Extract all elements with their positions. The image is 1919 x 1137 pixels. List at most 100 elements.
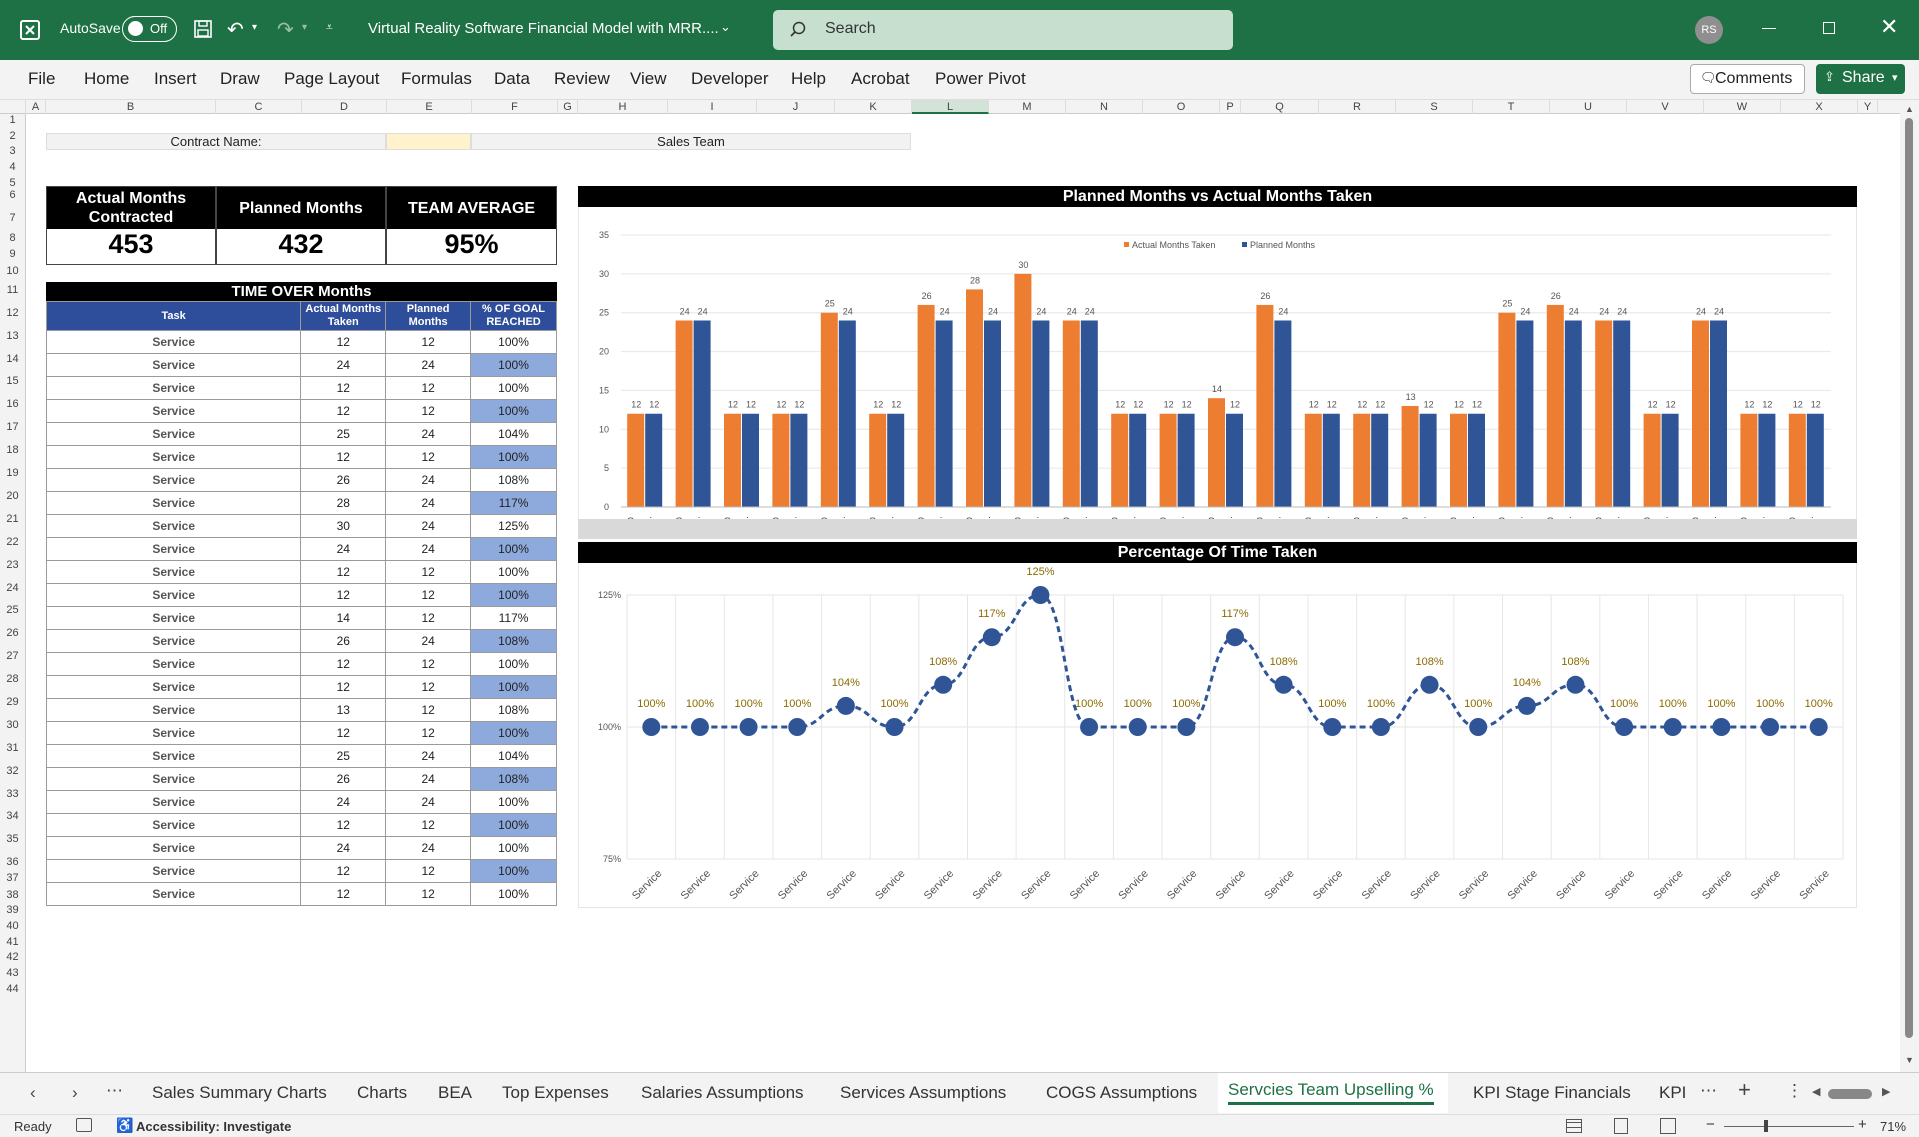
menu-insert[interactable]: Insert	[154, 69, 197, 88]
planned-cell[interactable]: 12	[385, 606, 472, 630]
task-cell[interactable]: Service	[45, 790, 302, 814]
tab-charts[interactable]: Charts	[357, 1083, 408, 1102]
goal-cell[interactable]: 100%	[470, 445, 557, 469]
actual-cell[interactable]: 12	[300, 445, 387, 469]
planned-cell[interactable]: 12	[385, 445, 472, 469]
planned-cell[interactable]: 12	[385, 721, 472, 745]
col-header[interactable]: P	[1220, 100, 1241, 114]
col-header[interactable]: Q	[1241, 100, 1319, 114]
actual-cell[interactable]: 12	[300, 721, 387, 745]
goal-cell[interactable]: 108%	[470, 767, 557, 791]
menu-formulas[interactable]: Formulas	[401, 69, 472, 88]
row-header[interactable]: 10	[6, 264, 19, 277]
accessibility-status[interactable]: Accessibility: Investigate	[136, 1119, 292, 1134]
hscroll-left-icon[interactable]: ◀	[1812, 1086, 1821, 1098]
macro-record-icon[interactable]	[76, 1118, 92, 1132]
row-header[interactable]: 26	[6, 627, 19, 640]
goal-cell[interactable]: 100%	[470, 330, 557, 354]
col-header[interactable]: A	[26, 100, 46, 114]
customize-toolbar-icon[interactable]: ⩡	[326, 20, 333, 34]
actual-cell[interactable]: 24	[300, 353, 387, 377]
actual-cell[interactable]: 12	[300, 376, 387, 400]
row-header[interactable]: 7	[9, 211, 16, 224]
row-header[interactable]: 43	[6, 967, 19, 980]
col-header[interactable]: H	[578, 100, 668, 114]
goal-cell[interactable]: 104%	[470, 744, 557, 768]
row-header[interactable]: 6	[9, 188, 16, 201]
page-break-view-icon[interactable]	[1660, 1118, 1676, 1134]
col-header[interactable]: N	[1066, 100, 1143, 114]
planned-cell[interactable]: 24	[385, 422, 472, 446]
tab-scroll-right-icon[interactable]: ›	[72, 1083, 78, 1102]
row-header[interactable]: 32	[6, 764, 19, 777]
zoom-in-icon[interactable]: +	[1858, 1116, 1867, 1133]
actual-cell[interactable]: 12	[300, 882, 387, 906]
row-header[interactable]: 19	[6, 467, 19, 480]
row-header[interactable]: 28	[6, 673, 19, 686]
goal-cell[interactable]: 100%	[470, 376, 557, 400]
planned-cell[interactable]: 24	[385, 537, 472, 561]
task-cell[interactable]: Service	[45, 836, 302, 860]
menu-view[interactable]: View	[630, 69, 667, 88]
task-cell[interactable]: Service	[45, 445, 302, 469]
tab-options-icon[interactable]: ⋮	[1786, 1081, 1803, 1100]
row-header[interactable]: 20	[6, 489, 19, 502]
scroll-down-icon[interactable]: ▼	[1905, 1055, 1914, 1065]
col-header[interactable]: F	[472, 100, 558, 114]
actual-cell[interactable]: 26	[300, 767, 387, 791]
task-cell[interactable]: Service	[45, 491, 302, 515]
planned-cell[interactable]: 12	[385, 399, 472, 423]
task-cell[interactable]: Service	[45, 583, 302, 607]
row-header[interactable]: 17	[6, 421, 19, 434]
tab-top-expenses[interactable]: Top Expenses	[502, 1083, 609, 1102]
contract-name-label-cell[interactable]: Contract Name:	[46, 133, 386, 150]
row-header[interactable]: 22	[6, 535, 19, 548]
planned-cell[interactable]: 12	[385, 859, 472, 883]
task-cell[interactable]: Service	[45, 606, 302, 630]
tab-bea[interactable]: BEA	[438, 1083, 473, 1102]
goal-cell[interactable]: 108%	[470, 698, 557, 722]
row-header[interactable]: 36	[6, 856, 19, 869]
goal-cell[interactable]: 100%	[470, 652, 557, 676]
tab-sales-summary-charts[interactable]: Sales Summary Charts	[152, 1083, 327, 1102]
actual-cell[interactable]: 12	[300, 813, 387, 837]
goal-cell[interactable]: 100%	[470, 721, 557, 745]
actual-cell[interactable]: 12	[300, 330, 387, 354]
menu-power-pivot[interactable]: Power Pivot	[935, 69, 1026, 88]
line-chart-area[interactable]: 75% 100% 125% 100% Service 100% Service 100% Ser…	[578, 563, 1857, 908]
col-header[interactable]: J	[757, 100, 835, 114]
task-cell[interactable]: Service	[45, 537, 302, 561]
goal-cell[interactable]: 108%	[470, 629, 557, 653]
scroll-thumb[interactable]	[1905, 118, 1913, 1038]
task-cell[interactable]: Service	[45, 721, 302, 745]
menu-page-layout[interactable]: Page Layout	[284, 69, 380, 88]
row-header[interactable]: 21	[6, 512, 19, 525]
task-cell[interactable]: Service	[45, 675, 302, 699]
row-header[interactable]: 1	[9, 114, 16, 126]
row-header[interactable]: 13	[6, 329, 19, 342]
task-cell[interactable]: Service	[45, 629, 302, 653]
zoom-slider-thumb[interactable]	[1764, 1120, 1768, 1132]
task-cell[interactable]: Service	[45, 468, 302, 492]
actual-cell[interactable]: 25	[300, 744, 387, 768]
task-cell[interactable]: Service	[45, 376, 302, 400]
goal-cell[interactable]: 100%	[470, 583, 557, 607]
actual-cell[interactable]: 24	[300, 836, 387, 860]
tab-services-assumptions[interactable]: Services Assumptions	[840, 1083, 1007, 1102]
col-header[interactable]: L	[912, 100, 989, 114]
col-header[interactable]: G	[558, 100, 578, 114]
actual-cell[interactable]: 24	[300, 537, 387, 561]
col-header[interactable]: Y	[1858, 100, 1878, 114]
goal-cell[interactable]: 100%	[470, 353, 557, 377]
task-cell[interactable]: Service	[45, 330, 302, 354]
redo-icon[interactable]: ↷	[277, 19, 294, 41]
undo-dropdown-icon[interactable]: ▾	[252, 22, 258, 33]
row-header[interactable]: 24	[6, 581, 19, 594]
planned-cell[interactable]: 24	[385, 836, 472, 860]
col-header[interactable]: S	[1396, 100, 1473, 114]
row-header[interactable]: 30	[6, 718, 19, 731]
planned-cell[interactable]: 24	[385, 514, 472, 538]
undo-icon[interactable]: ↶	[227, 19, 244, 41]
task-cell[interactable]: Service	[45, 882, 302, 906]
title-chevron-icon[interactable]: ⌄	[720, 19, 731, 34]
